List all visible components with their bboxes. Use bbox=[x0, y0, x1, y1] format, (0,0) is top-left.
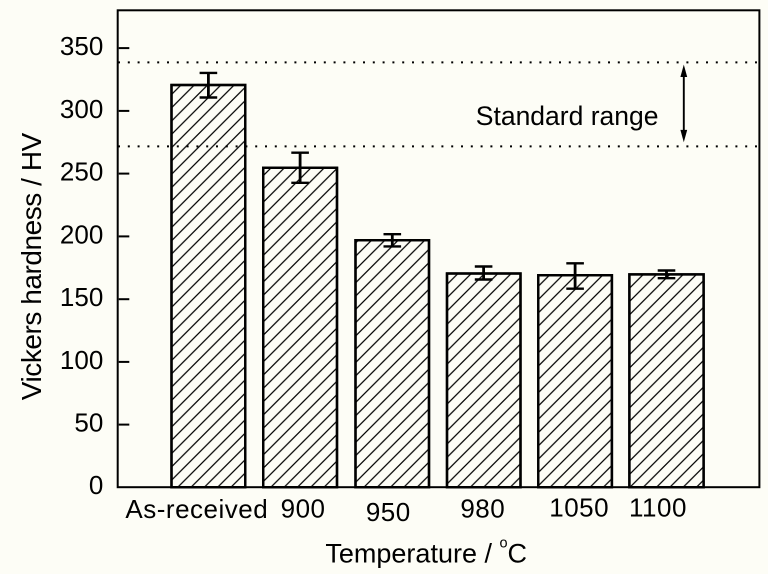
svg-text:100: 100 bbox=[60, 345, 103, 375]
svg-text:300: 300 bbox=[60, 94, 103, 124]
svg-text:0: 0 bbox=[89, 470, 103, 500]
svg-text:980: 980 bbox=[460, 494, 505, 524]
svg-text:950: 950 bbox=[366, 497, 411, 527]
svg-text:250: 250 bbox=[60, 157, 103, 187]
svg-text:Standard range: Standard range bbox=[476, 101, 659, 131]
svg-text:50: 50 bbox=[74, 408, 103, 438]
svg-text:150: 150 bbox=[60, 282, 103, 312]
svg-text:200: 200 bbox=[60, 219, 103, 249]
svg-text:Vickers hardness / HV: Vickers hardness / HV bbox=[16, 132, 47, 400]
svg-text:Temperature / oC: Temperature / oC bbox=[325, 536, 527, 569]
svg-text:1100: 1100 bbox=[629, 492, 687, 522]
svg-text:350: 350 bbox=[60, 31, 103, 61]
svg-text:900: 900 bbox=[281, 494, 326, 524]
svg-text:As-received: As-received bbox=[125, 494, 268, 524]
svg-text:1050: 1050 bbox=[549, 492, 609, 522]
